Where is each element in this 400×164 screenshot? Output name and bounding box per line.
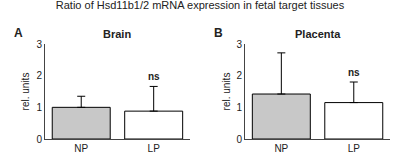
svg-text:rel. units: rel. units	[20, 73, 31, 111]
svg-text:NP: NP	[74, 143, 88, 154]
svg-text:1: 1	[237, 102, 243, 113]
svg-text:1: 1	[36, 102, 42, 113]
svg-text:2: 2	[36, 70, 42, 81]
svg-text:LP: LP	[148, 143, 161, 154]
svg-text:Brain: Brain	[103, 28, 131, 40]
svg-text:0: 0	[36, 134, 42, 145]
svg-text:ns: ns	[348, 67, 360, 78]
svg-text:3: 3	[36, 39, 42, 50]
svg-text:2: 2	[237, 70, 243, 81]
svg-text:A: A	[14, 26, 23, 40]
svg-text:Placenta: Placenta	[295, 28, 341, 40]
svg-text:rel. units: rel. units	[221, 73, 232, 111]
svg-text:3: 3	[237, 39, 243, 50]
svg-text:B: B	[214, 26, 223, 40]
svg-text:0: 0	[237, 134, 243, 145]
svg-text:ns: ns	[148, 71, 160, 82]
svg-text:NP: NP	[274, 143, 288, 154]
svg-text:Ratio of Hsd11b1/2 mRNA expres: Ratio of Hsd11b1/2 mRNA expression in fe…	[56, 0, 345, 11]
svg-text:LP: LP	[348, 143, 361, 154]
